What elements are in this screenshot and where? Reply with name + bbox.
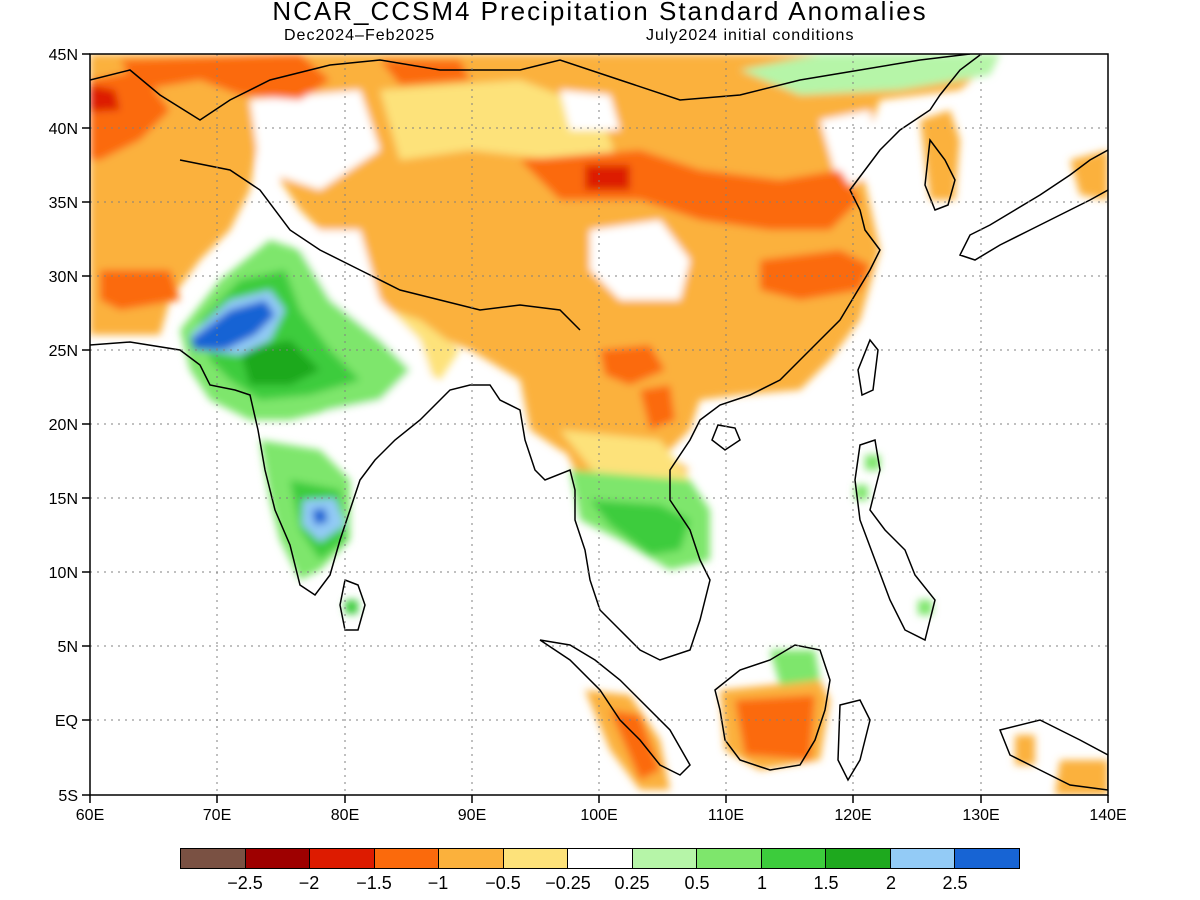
colorbar-label: 1.5 [813, 873, 839, 893]
dry-anomaly-region-japan [920, 110, 1108, 200]
lat-label: 5N [58, 639, 78, 656]
season-label: Dec2024–Feb2025 [284, 27, 436, 44]
weak-dry-region-mekong [560, 430, 690, 480]
neutral-region-central-china [590, 220, 690, 300]
lat-label: 45N [49, 47, 78, 64]
lon-label: 120E [834, 807, 871, 824]
colorbar-label: 0.5 [684, 873, 710, 893]
lat-label: EQ [55, 713, 78, 730]
colorbar-swatch [955, 849, 1019, 868]
colorbar [180, 848, 1020, 869]
colorbar-swatch [374, 849, 440, 868]
lat-label: 5S [58, 788, 78, 805]
lon-label: 140E [1089, 807, 1126, 824]
graticule [90, 54, 1108, 795]
extreme-dry-cell-iran [90, 85, 120, 112]
strong-dry-region-yangtze [760, 250, 870, 300]
colorbar-label: −2.5 [227, 873, 263, 893]
lon-label: 110E [708, 807, 744, 824]
colorbar-swatch [632, 849, 698, 868]
extreme-dry-cell-qinghai [585, 165, 630, 190]
neutral-region-north [250, 90, 380, 190]
colorbar-swatch [310, 849, 375, 868]
map-title: NCAR_CCSM4 Precipitation Standard Anomal… [272, 0, 928, 26]
colorbar-swatch [761, 849, 827, 868]
lat-label: 30N [49, 269, 78, 286]
strong-dry-region-kazakh [120, 54, 330, 100]
lat-label: 20N [49, 417, 78, 434]
colorbar-swatch [568, 849, 633, 868]
lon-label: 70E [203, 807, 231, 824]
lon-label: 130E [962, 807, 999, 824]
strong-dry-region-sumatra [610, 710, 660, 780]
lon-label: 100E [580, 807, 617, 824]
colorbar-swatch [697, 849, 762, 868]
colorbar-label: 2 [885, 873, 897, 893]
axis-ticks [82, 53, 1109, 803]
wet-anomaly-cell-sri-lanka [345, 600, 358, 614]
colorbar-label: −1.5 [356, 873, 392, 893]
colorbar-swatch [181, 849, 246, 868]
lat-label: 40N [49, 121, 78, 138]
lon-label: 80E [331, 807, 359, 824]
colorbar-label: −2 [298, 873, 320, 893]
colorbar-label: 1 [756, 873, 768, 893]
strong-dry-region-xinjiang [380, 60, 470, 85]
strong-dry-region-yunnan [600, 345, 665, 385]
colorbar-label: −0.5 [485, 873, 521, 893]
neutral-region-mongolia [560, 90, 620, 130]
colorbar-swatch [890, 849, 956, 868]
strong-wet-region-pakistan [240, 340, 320, 385]
colorbar-swatch [503, 849, 569, 868]
colorbar-label: 0.25 [614, 873, 650, 893]
colorbar-label: 2.5 [942, 873, 968, 893]
strong-dry-region-borneo [735, 695, 815, 760]
wet-anomaly-region-mongolia [740, 54, 1000, 95]
strong-dry-region-hindukush [100, 270, 180, 310]
colorbar-swatch [439, 849, 504, 868]
extreme-wet-region-pakistan [190, 300, 275, 350]
dry-anomaly-region-new-guinea [1015, 735, 1108, 795]
strong-dry-region-vietnam [640, 385, 675, 430]
latitude-labels: 45N 40N 35N 30N 25N 20N 15N 10N 5N EQ 5S [49, 47, 78, 805]
colorbar-swatch [245, 849, 311, 868]
init-conditions-label: July2024 initial conditions [646, 27, 855, 44]
colorbar-swatch [826, 849, 891, 868]
colorbar-label: −0.25 [545, 873, 591, 893]
lat-label: 25N [49, 343, 78, 360]
wet-anomaly-cell-philippines [855, 455, 932, 615]
lat-label: 35N [49, 195, 78, 212]
colorbar-label: −1 [427, 873, 449, 893]
wet-anomaly-region-borneo-north [770, 650, 820, 685]
weak-dry-region-tibet [380, 80, 620, 170]
longitude-labels: 60E 70E 80E 90E 100E 110E 120E 130E 140E [76, 807, 1127, 824]
coastlines [90, 54, 1108, 791]
lat-label: 15N [49, 491, 78, 508]
medium-wet-region-thailand [590, 500, 690, 555]
anomaly-fields [90, 54, 1108, 795]
lat-label: 10N [49, 565, 78, 582]
lon-label: 60E [76, 807, 104, 824]
extreme-wet-cell-south-india [312, 508, 328, 525]
lon-label: 90E [458, 807, 486, 824]
